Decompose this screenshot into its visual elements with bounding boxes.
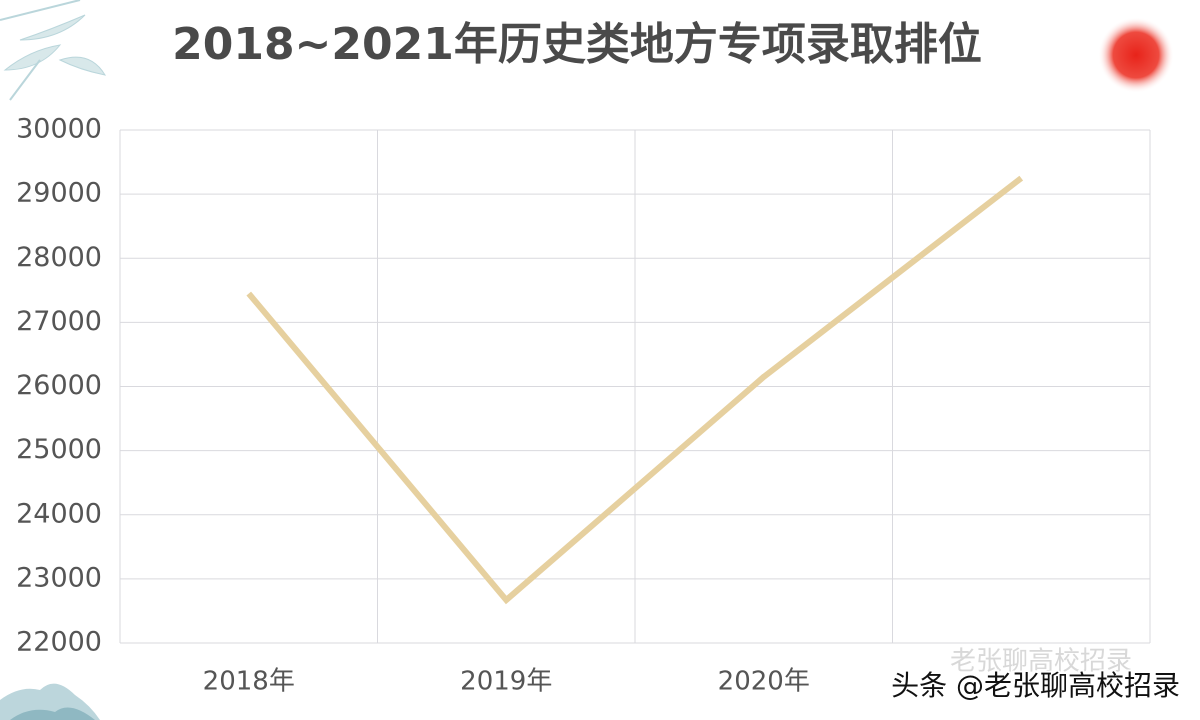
red-sun-decoration xyxy=(1098,17,1174,93)
x-tick-label: 2018年 xyxy=(203,667,295,697)
x-tick-label: 2020年 xyxy=(718,667,810,697)
y-tick-label: 28000 xyxy=(16,242,102,273)
y-tick-label: 23000 xyxy=(16,562,102,593)
y-tick-label: 24000 xyxy=(16,498,102,529)
y-tick-label: 22000 xyxy=(16,627,102,658)
y-tick-label: 26000 xyxy=(16,370,102,401)
mountain-decoration xyxy=(0,683,100,720)
bamboo-decoration xyxy=(0,0,107,101)
watermark-faint: 老张聊高校招录 xyxy=(950,647,1132,677)
y-tick-label: 25000 xyxy=(16,434,102,465)
data-line xyxy=(246,175,1024,605)
watermark: 头条 @老张聊高校招录 xyxy=(891,669,1180,702)
plot-area: 22000 23000 24000 25000 26000 27000 28000 29000… xyxy=(16,114,1151,697)
y-tick-label: 27000 xyxy=(16,306,102,337)
y-tick-label: 30000 xyxy=(16,114,102,145)
chart-title: 2018~2021年历史类地方专项录取排位 xyxy=(172,19,982,70)
y-tick-label: 29000 xyxy=(16,178,102,209)
x-tick-label: 2019年 xyxy=(460,667,552,697)
